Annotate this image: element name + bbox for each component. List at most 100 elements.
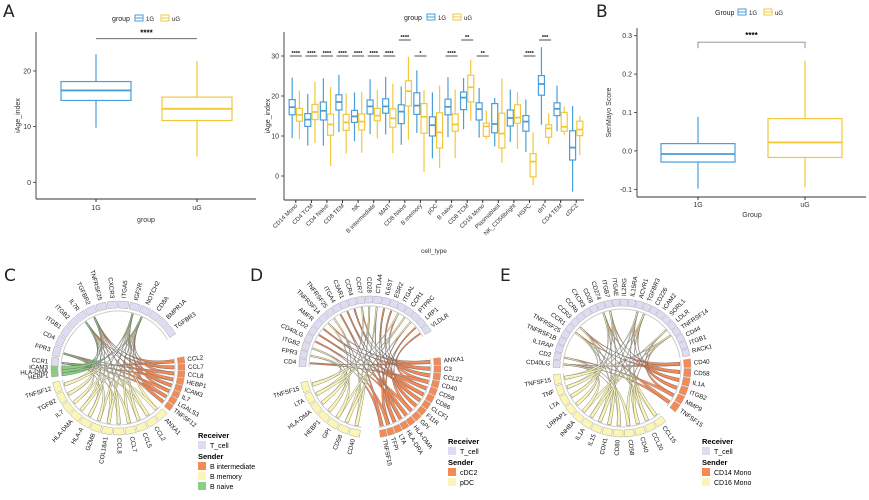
sender-cdc2-label: C3 <box>444 366 453 373</box>
sender-b-naive-sector <box>50 369 59 374</box>
receiver-label: IL7R <box>67 298 81 313</box>
receiver-sector <box>118 300 130 310</box>
y-tick-label: 20 <box>271 94 279 101</box>
chart-b: -0.1 0.0 0.1 0.2 0.3 1G uG **** Group SenMayo Sco… <box>606 28 866 219</box>
chord-link <box>393 332 421 408</box>
sender-b-naive-label: HLA-DMA <box>20 368 49 376</box>
sender-cd16-mono-sector <box>590 423 603 434</box>
sender-cdc2-sector <box>432 372 441 381</box>
sender-b-memory-label: CCL8 <box>115 438 122 454</box>
sender-b-memory-label: COL18A1 <box>98 436 110 465</box>
receiver-sector <box>303 333 314 344</box>
receiver-sector <box>581 307 593 318</box>
receiver-sector <box>51 345 62 358</box>
receiver-sector <box>560 329 571 340</box>
legend-sender-item: B naive <box>210 484 233 491</box>
chord-link <box>61 313 134 377</box>
x-tick-label: HSPC <box>517 203 534 220</box>
x-tick-label: uG <box>192 205 201 212</box>
receiver-sector <box>389 299 399 309</box>
legend-item-uG: uG <box>172 17 180 23</box>
sender-cd14-mono-label: CD40 <box>694 358 711 366</box>
chord-link <box>320 306 371 405</box>
sender-pdc-label: LTA <box>293 397 306 408</box>
receiver-sector <box>415 317 427 329</box>
y-tick-label: 0 <box>275 174 279 181</box>
sender-cdc2-guide <box>378 358 432 428</box>
receiver-sector <box>666 320 677 331</box>
receiver-label: IL6ST <box>384 278 395 296</box>
legend-E: Receiver T_cell Sender CD14 Mono CD16 Mono <box>702 437 751 487</box>
box <box>428 116 436 137</box>
sender-b-intermediate-sector <box>177 363 186 371</box>
sender-b-memory-sector <box>101 425 113 435</box>
sender-cdc2-sector <box>421 399 432 410</box>
receiver-sector <box>95 301 108 312</box>
sender-cdc2-sector <box>379 428 388 438</box>
panel-label-e: E <box>500 266 511 286</box>
receiver-sector <box>620 298 628 307</box>
receiver-sector <box>55 334 66 348</box>
receiver-label: ITGA5 <box>121 280 130 299</box>
receiver-sector <box>552 360 561 368</box>
receiver-label: FPR3 <box>281 347 298 357</box>
sender-cd16-mono-label: CDH1 <box>599 437 610 456</box>
receiver-sector <box>356 296 365 305</box>
legend-sender-item: CD14 Mono <box>714 470 751 477</box>
legend-sender-item: pDC <box>460 480 474 487</box>
sender-b-naive-label: ICAM3 <box>29 364 49 371</box>
receiver-sector <box>553 352 562 361</box>
sender-cd14-mono-sector <box>678 385 689 396</box>
receiver-label: CD28 <box>365 277 372 293</box>
legend-item-uG: uG <box>464 16 472 22</box>
receiver-sector <box>373 295 383 305</box>
sender-cd16-mono-guide <box>562 373 661 428</box>
significance-label: ** <box>481 51 486 57</box>
y-tick-label: 0.1 <box>622 110 632 117</box>
legend-a1: group 1G uG <box>112 14 180 23</box>
box <box>545 124 553 138</box>
box <box>767 118 843 159</box>
legend-item-1G: 1G <box>146 17 154 23</box>
significance-label: **** <box>401 35 410 41</box>
significance-bracket <box>697 41 806 49</box>
receiver-sector <box>675 333 686 344</box>
box <box>373 107 381 122</box>
y-tick-label: 20 <box>23 68 31 75</box>
sender-b-memory-sector <box>145 415 159 428</box>
x-tick-label: cDC2 <box>565 203 580 218</box>
sender-b-intermediate-label: CCL7 <box>188 364 204 371</box>
receiver-label: CD40LG <box>526 359 551 367</box>
sender-cdc2-label: TFPI <box>389 437 400 452</box>
chord-link <box>315 307 364 397</box>
legend-sender-title: Sender <box>702 458 728 467</box>
legend-sender-item: CD16 Mono <box>714 480 751 487</box>
receiver-sector <box>421 324 432 335</box>
sender-cdc2-label: CCL22 <box>443 374 464 384</box>
receiver-label: RACK1 <box>691 343 713 355</box>
legend-swatch-receiver <box>448 447 456 455</box>
sender-b-memory-label: TGFB2 <box>37 397 58 413</box>
sender-pdc-sector <box>304 391 316 405</box>
sender-pdc-sector <box>317 410 331 423</box>
receiver-sector <box>678 340 689 350</box>
chord-D: CD4FPR3ITGB2CD40LGCD2AMFRTNFRSF14TNFRSF2… <box>273 273 465 467</box>
chord-link <box>570 310 613 398</box>
y-tick-label: 30 <box>271 54 279 61</box>
receiver-sector <box>381 296 391 306</box>
legend-swatch-sender <box>198 462 206 470</box>
receiver-sector <box>612 298 621 307</box>
sender-b-memory-label: CCL7 <box>128 436 138 453</box>
sender-b-memory-label: TNFSF12 <box>25 385 53 400</box>
sender-cd16-mono-sector <box>555 384 566 396</box>
receiver-sector <box>312 318 324 330</box>
receiver-sector <box>128 301 141 312</box>
chart-a1: 0 10 20 1G uG **** group iAge_index <box>15 29 256 224</box>
receiver-label: CD4 <box>42 330 57 342</box>
sender-cdc2-sector <box>405 415 416 427</box>
chord-link <box>344 321 412 424</box>
sender-cdc2-label: ANXA1 <box>443 356 464 365</box>
receiver-label: CCR7 <box>354 277 363 295</box>
y-tick-label: 10 <box>271 134 279 141</box>
legend-C: Receiver T_cell Sender B intermediate B memo… <box>198 431 255 491</box>
